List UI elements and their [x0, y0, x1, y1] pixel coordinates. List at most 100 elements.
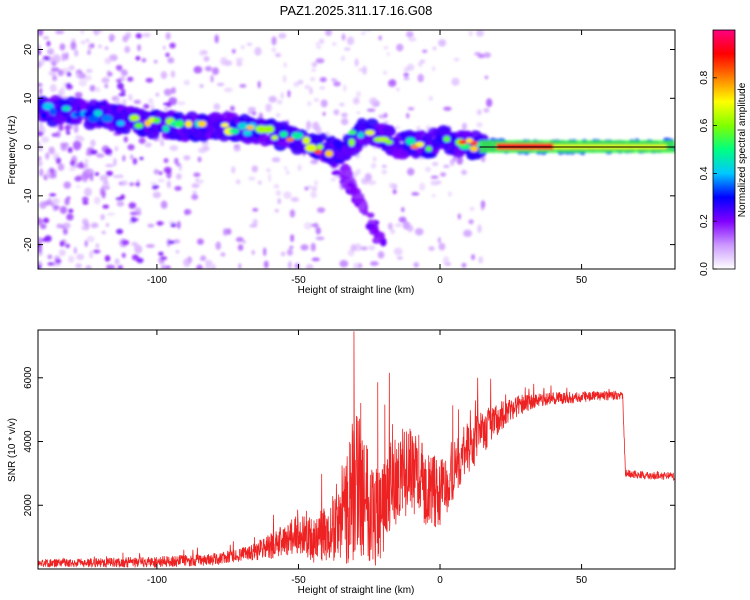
noise-blob — [184, 208, 192, 215]
noise-blob — [160, 264, 168, 269]
noise-blob — [44, 235, 52, 242]
noise-blob — [130, 216, 137, 223]
noise-blob — [106, 70, 111, 77]
noise-blob — [411, 192, 420, 196]
noise-blob — [55, 157, 62, 165]
noise-blob — [358, 263, 363, 269]
noise-blob — [116, 200, 125, 207]
noise-blob — [163, 88, 172, 96]
noise-blob — [437, 237, 441, 244]
noise-blob — [98, 44, 102, 49]
noise-blob — [150, 181, 157, 185]
noise-blob — [303, 222, 313, 230]
noise-blob — [38, 156, 42, 162]
noise-blob — [64, 124, 71, 132]
spectrogram-y-label: Frequency (Hz) — [7, 116, 18, 185]
noise-blob — [309, 86, 313, 95]
noise-blob — [63, 222, 71, 229]
noise-blob — [315, 58, 325, 64]
x-tick-label: 0 — [437, 575, 443, 586]
noise-blob — [395, 125, 400, 130]
noise-blob — [59, 240, 65, 247]
ridge-core — [129, 114, 140, 122]
noise-blob — [419, 182, 426, 191]
noise-blob — [104, 57, 112, 65]
noise-blob — [82, 201, 89, 205]
noise-blob — [42, 126, 46, 135]
noise-blob — [81, 196, 89, 203]
noise-blob — [38, 83, 43, 87]
noise-blob — [286, 248, 293, 256]
noise-blob — [251, 110, 257, 116]
noise-blob — [265, 168, 271, 173]
noise-blob — [67, 146, 73, 153]
noise-blob — [170, 222, 177, 228]
noise-blob — [85, 69, 93, 73]
noise-blob — [233, 146, 241, 152]
noise-blob — [51, 133, 58, 137]
noise-blob — [38, 168, 44, 177]
noise-blob — [476, 109, 482, 116]
noise-blob — [461, 262, 467, 268]
noise-blob — [46, 40, 51, 47]
ridge-core — [459, 143, 471, 150]
noise-blob — [157, 178, 165, 183]
noise-blob — [204, 65, 213, 72]
ridge-core — [162, 125, 170, 133]
noise-blob — [38, 265, 42, 269]
noise-blob — [108, 33, 115, 42]
noise-blob — [174, 186, 182, 191]
ridge-core — [116, 120, 125, 126]
noise-blob — [38, 217, 43, 226]
noise-blob — [115, 98, 120, 105]
noise-blob — [86, 49, 91, 56]
noise-blob — [231, 48, 236, 54]
noise-blob — [396, 43, 404, 52]
noise-blob — [178, 163, 182, 172]
noise-blob — [287, 261, 292, 269]
noise-blob — [447, 191, 453, 197]
ridge-core — [324, 150, 334, 158]
noise-blob — [306, 185, 313, 189]
noise-blob — [382, 70, 388, 75]
noise-blob — [469, 206, 475, 211]
noise-blob — [396, 256, 404, 260]
noise-blob — [83, 162, 89, 169]
noise-blob — [90, 43, 95, 49]
colorbar-ticks: 0.0 0.2 0.4 0.6 0.8 — [699, 70, 717, 276]
noise-blob — [101, 230, 106, 235]
noise-blob — [341, 112, 348, 118]
noise-blob — [247, 106, 256, 111]
y-tick-label: -20 — [23, 237, 34, 252]
noise-blob — [160, 256, 168, 261]
noise-blob — [275, 190, 282, 197]
ridge-hotspot — [348, 130, 357, 135]
noise-blob — [290, 197, 300, 202]
noise-blob — [151, 184, 160, 189]
noise-blob — [175, 173, 182, 180]
noise-blob — [58, 249, 66, 257]
noise-blob — [47, 262, 55, 266]
noise-blob — [113, 174, 121, 179]
noise-blob — [137, 44, 142, 52]
noise-blob — [76, 184, 81, 189]
noise-blob — [273, 184, 280, 189]
ridge-core — [228, 128, 240, 135]
ridge-core — [42, 102, 54, 111]
noise-blob — [311, 186, 318, 191]
noise-blob — [271, 36, 277, 46]
noise-blob — [294, 262, 300, 269]
noise-blob — [215, 241, 222, 250]
noise-blob — [438, 39, 447, 47]
noise-blob — [310, 223, 320, 228]
noise-blob — [129, 182, 135, 187]
noise-blob — [484, 75, 489, 80]
branch-blob — [349, 186, 358, 195]
noise-blob — [70, 159, 75, 167]
noise-blob — [223, 87, 233, 93]
y-tick-label: -10 — [23, 188, 34, 203]
noise-blob — [135, 33, 143, 39]
noise-blob — [145, 77, 154, 83]
noise-blob — [124, 46, 131, 53]
noise-blob — [297, 164, 302, 171]
